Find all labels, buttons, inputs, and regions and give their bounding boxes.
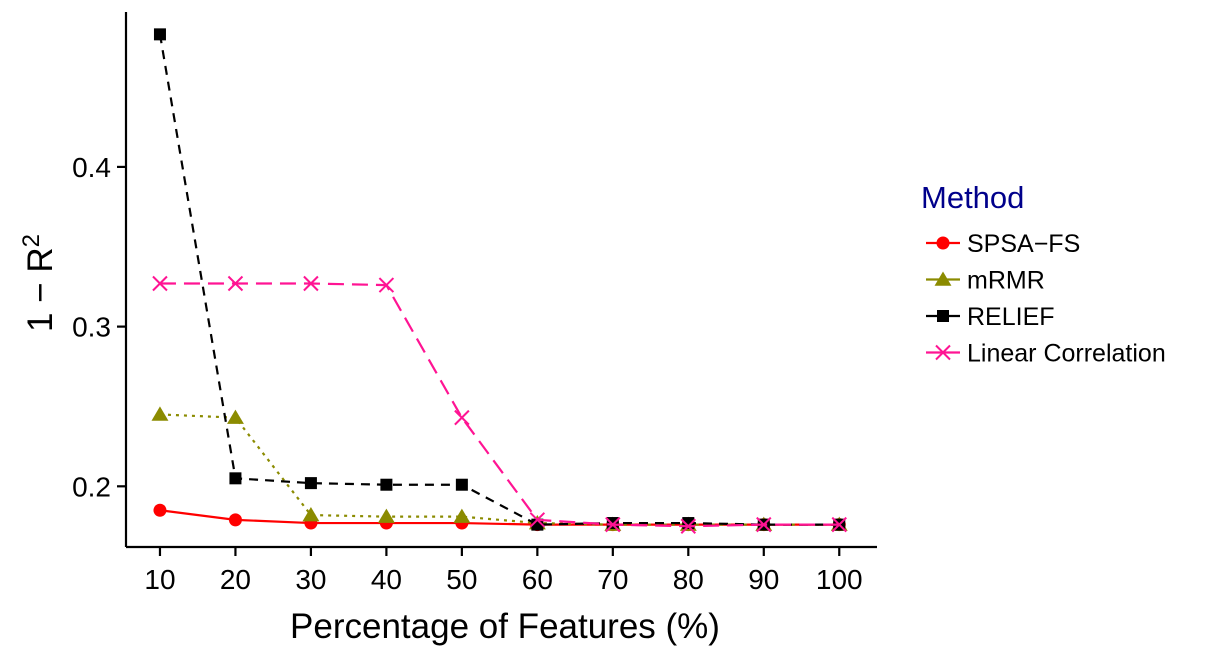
data-point-relief: [455, 478, 468, 491]
legend-marker-mrmr: [934, 271, 952, 286]
series-line-relief: [158, 34, 840, 526]
axes: [124, 12, 877, 549]
y-tick-label: 0.3: [72, 312, 111, 343]
legend-marker-relief: [937, 310, 949, 322]
legend: Method SPSA−FS mRMR RELIEF Linear Correlati…: [921, 180, 1166, 368]
legend-label-mrmr: mRMR: [967, 267, 1045, 295]
legend-item-linear-correlation: Linear Correlation: [926, 340, 1166, 368]
series-relief: [153, 28, 846, 531]
legend-label-spsa-fs: SPSA−FS: [967, 230, 1080, 258]
x-tick-label: 90: [748, 564, 779, 595]
series-line-mrmr: [159, 413, 840, 526]
x-tick-label: 80: [673, 564, 704, 595]
x-ticks: 10 20 30 40 50 60 70 80 90 100: [144, 547, 863, 595]
legend-title: Method: [921, 180, 1024, 215]
data-point-linear-correlation: [680, 518, 697, 534]
data-point-spsa-fs: [153, 503, 167, 517]
data-point-linear-correlation: [831, 516, 847, 533]
legend-marker-linear-correlation: [935, 344, 951, 361]
data-point-mrmr: [377, 508, 395, 523]
data-point-linear-correlation: [605, 516, 621, 533]
plot-area: [151, 28, 848, 534]
legend-label-relief: RELIEF: [967, 303, 1055, 331]
legend-marker-spsa-fs: [936, 236, 950, 250]
x-axis-title: Percentage of Features (%): [290, 607, 720, 646]
x-tick-label: 30: [295, 564, 326, 595]
legend-item-relief: RELIEF: [926, 303, 1055, 331]
data-point-relief: [380, 478, 393, 491]
data-point-mrmr: [453, 508, 471, 523]
data-point-linear-correlation: [227, 275, 244, 292]
y-axis-title-base: 1 − R: [21, 247, 60, 332]
x-tick-label: 60: [522, 564, 553, 595]
data-point-mrmr: [151, 406, 169, 421]
data-point-relief: [304, 477, 317, 490]
y-tick-label: 0.2: [72, 471, 111, 502]
x-tick-label: 20: [220, 564, 251, 595]
data-point-linear-correlation: [303, 275, 319, 292]
data-point-relief: [229, 472, 242, 485]
data-point-relief: [606, 517, 619, 530]
y-axis-title-superscript: 2: [18, 234, 45, 247]
legend-label-linear-correlation: Linear Correlation: [967, 340, 1166, 368]
x-tick-label: 100: [816, 564, 863, 595]
legend-item-mrmr: mRMR: [926, 267, 1045, 295]
data-point-relief: [153, 28, 166, 41]
y-tick-label: 0.4: [72, 152, 111, 183]
series-line-spsa-fs: [159, 509, 840, 526]
legend-items: SPSA−FS mRMR RELIEF Linear Correlation: [926, 230, 1166, 368]
y-axis-title: 1 − R2: [18, 234, 60, 332]
data-point-linear-correlation: [529, 512, 546, 528]
x-tick-label: 50: [446, 564, 477, 595]
y-ticks: 0.2 0.3 0.4: [72, 152, 126, 502]
series-line-linear-correlation: [159, 282, 840, 528]
data-point-linear-correlation: [378, 277, 395, 293]
x-tick-label: 70: [597, 564, 628, 595]
data-point-linear-correlation: [756, 516, 772, 533]
legend-item-spsa-fs: SPSA−FS: [926, 230, 1080, 258]
series-linear-correlation: [152, 275, 847, 534]
data-point-linear-correlation: [454, 409, 470, 426]
x-tick-label: 10: [144, 564, 175, 595]
data-point-spsa-fs: [228, 513, 242, 527]
data-point-linear-correlation: [152, 275, 168, 292]
data-point-mrmr: [226, 409, 244, 424]
series-spsa-fs: [153, 503, 846, 532]
x-tick-label: 40: [371, 564, 402, 595]
data-point-mrmr: [302, 507, 320, 522]
